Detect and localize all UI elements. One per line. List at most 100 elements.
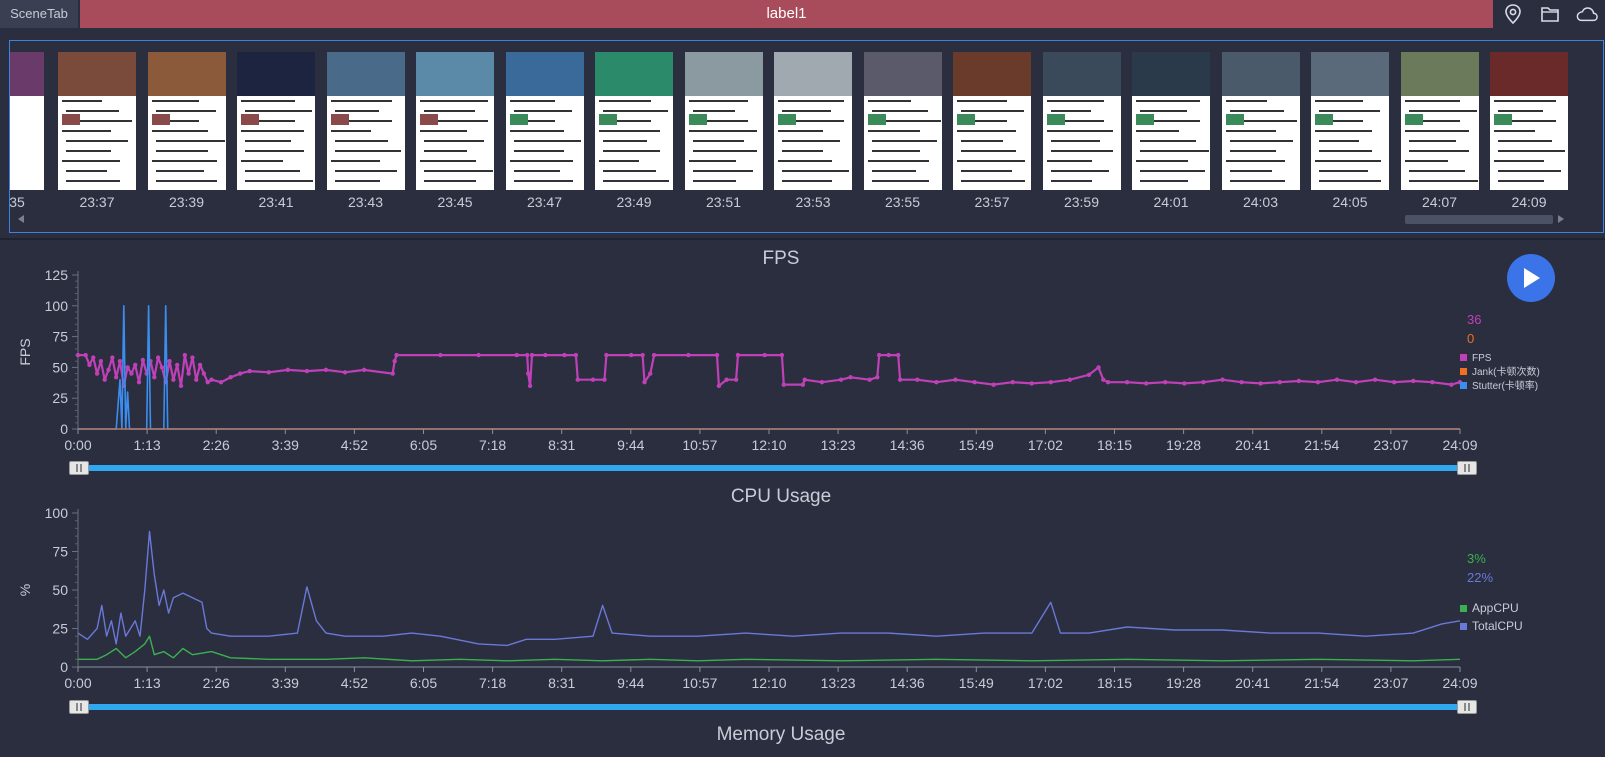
cpu-slider-end-handle[interactable] bbox=[1457, 700, 1477, 714]
data-point bbox=[1163, 379, 1168, 385]
frame-thumbnail[interactable] bbox=[595, 52, 673, 190]
frame-text-line bbox=[420, 160, 476, 162]
frame-text-line bbox=[692, 170, 753, 172]
legend-label[interactable]: AppCPU bbox=[1472, 601, 1519, 615]
filmstrip-scrollbar[interactable] bbox=[1405, 215, 1553, 224]
frame-thumbnail[interactable] bbox=[58, 52, 136, 190]
data-point bbox=[218, 379, 224, 385]
frame-video-preview bbox=[1490, 52, 1568, 96]
frame-thumbnail[interactable] bbox=[416, 52, 494, 190]
frame-text-line bbox=[1225, 160, 1285, 162]
frame-thumbnail[interactable] bbox=[1042, 52, 1121, 190]
location-icon[interactable] bbox=[1502, 3, 1524, 25]
series-line-appcpu[interactable] bbox=[78, 635, 1461, 662]
frame-text-line bbox=[513, 150, 564, 152]
frame-thumbnail[interactable] bbox=[1311, 52, 1389, 190]
frame-text-line bbox=[1050, 150, 1113, 152]
data-point bbox=[525, 371, 531, 376]
frame-thumb-image bbox=[688, 114, 707, 125]
frame-text-line bbox=[1050, 170, 1109, 172]
folder-icon[interactable] bbox=[1539, 3, 1561, 25]
fps-slider-start-handle[interactable] bbox=[69, 461, 89, 475]
screenshot-filmstrip[interactable]: 35 23:37 23:39 23:41 23:43 23:45 23:47 23:49 23… bbox=[9, 40, 1604, 233]
legend-swatch bbox=[1460, 623, 1467, 630]
frame-text-line bbox=[155, 140, 225, 142]
frame-text-line bbox=[245, 180, 313, 182]
frame-text-line bbox=[1498, 170, 1561, 172]
fps-slider-end-handle[interactable] bbox=[1457, 461, 1477, 475]
frame-text-line bbox=[1229, 120, 1297, 122]
data-point bbox=[1449, 382, 1454, 387]
frame-thumbnail[interactable] bbox=[1221, 52, 1300, 190]
frame-video-preview bbox=[774, 52, 852, 96]
x-tick-label: 18:15 bbox=[1097, 675, 1132, 691]
data-point bbox=[1353, 379, 1359, 385]
frame-text-line bbox=[603, 120, 651, 122]
frame-text-line bbox=[1225, 130, 1276, 132]
data-point bbox=[1029, 381, 1034, 386]
data-point bbox=[228, 375, 233, 380]
legend-label[interactable]: Stutter(卡顿率) bbox=[1472, 379, 1538, 392]
frame-thumbnail[interactable] bbox=[1400, 52, 1479, 190]
series-line-stutter[interactable] bbox=[78, 304, 1460, 430]
data-point bbox=[174, 362, 180, 368]
data-point bbox=[110, 355, 115, 360]
frame-thumbnail[interactable] bbox=[774, 52, 852, 190]
legend-label[interactable]: FPS bbox=[1472, 353, 1492, 364]
fps-chart-title: FPS bbox=[762, 248, 800, 269]
frame-thumb-image bbox=[957, 114, 975, 125]
frame-thumbnail[interactable] bbox=[953, 52, 1031, 190]
frame-text-line bbox=[424, 110, 475, 112]
frame-thumbnail[interactable] bbox=[237, 52, 315, 190]
frame-text-line bbox=[692, 110, 735, 112]
play-button[interactable] bbox=[1507, 254, 1555, 302]
data-point bbox=[1334, 377, 1340, 382]
frame-thumbnail-partial[interactable] bbox=[10, 52, 44, 190]
legend-label[interactable]: Jank(卡顿次数) bbox=[1472, 365, 1540, 378]
frame-text-line bbox=[155, 120, 199, 122]
toolbar-icons bbox=[1495, 0, 1605, 28]
frame-thumbnail[interactable] bbox=[1490, 52, 1568, 190]
y-axis-label: % bbox=[17, 584, 33, 596]
frame-thumbnail[interactable] bbox=[1132, 52, 1210, 190]
legend-swatch bbox=[1460, 368, 1467, 375]
series-line-totalcpu[interactable] bbox=[77, 530, 1461, 647]
cpu-time-range-slider[interactable] bbox=[78, 704, 1476, 710]
frame-thumbnail[interactable] bbox=[326, 52, 405, 190]
frame-thumbnail[interactable] bbox=[505, 52, 584, 190]
scene-tab[interactable]: SceneTab bbox=[0, 0, 78, 28]
x-tick-label: 23:07 bbox=[1373, 675, 1408, 691]
cpu-slider-start-handle[interactable] bbox=[69, 700, 89, 714]
frame-time-label: 23:39 bbox=[168, 194, 205, 210]
frame-text-line bbox=[961, 150, 1016, 152]
x-tick-label: 7:18 bbox=[479, 675, 506, 691]
cloud-icon[interactable] bbox=[1576, 3, 1598, 25]
frame-thumbnail[interactable] bbox=[147, 52, 226, 190]
frame-thumbnail[interactable] bbox=[684, 52, 763, 190]
frame-text-line bbox=[241, 100, 295, 102]
fps-time-range-slider[interactable] bbox=[78, 465, 1476, 471]
frame-thumbnail[interactable] bbox=[863, 52, 942, 190]
frame-text-line bbox=[957, 100, 1007, 102]
series-line-fps[interactable] bbox=[78, 353, 1461, 388]
frame-time-label: 24:03 bbox=[1242, 194, 1279, 210]
y-tick-label: 25 bbox=[52, 621, 68, 637]
frame-time-label: 24:05 bbox=[1332, 194, 1368, 210]
frame-text-line bbox=[509, 100, 555, 102]
frame-text-line bbox=[241, 160, 283, 162]
frame-text-line bbox=[330, 100, 392, 102]
frame-video-preview bbox=[237, 52, 315, 96]
data-point bbox=[648, 371, 653, 376]
frame-text-line bbox=[1494, 160, 1544, 162]
frame-text-line bbox=[1046, 100, 1104, 102]
scroll-right-arrow[interactable] bbox=[1558, 215, 1564, 223]
frame-thumb-image bbox=[62, 114, 80, 125]
data-point bbox=[543, 352, 548, 358]
frame-text-line bbox=[692, 150, 757, 152]
data-point bbox=[113, 375, 119, 380]
x-tick-label: 20:41 bbox=[1235, 437, 1270, 453]
frame-text-line bbox=[688, 130, 757, 132]
play-icon bbox=[1524, 268, 1540, 288]
legend-label[interactable]: TotalCPU bbox=[1472, 619, 1523, 633]
scroll-left-arrow[interactable] bbox=[18, 215, 24, 223]
